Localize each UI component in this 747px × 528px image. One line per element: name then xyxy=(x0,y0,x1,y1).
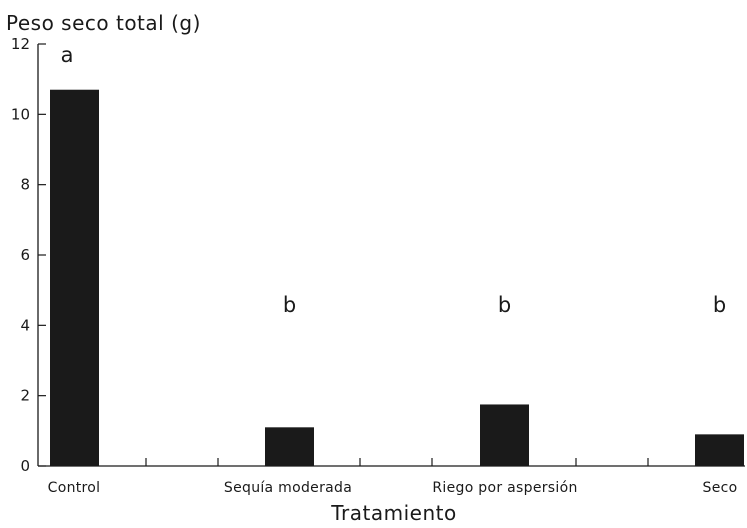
bar-3 xyxy=(695,434,744,466)
significance-letter: b xyxy=(498,293,511,317)
y-tick-label: 0 xyxy=(20,457,30,475)
category-label: Seco xyxy=(703,480,738,496)
y-tick-label: 12 xyxy=(11,35,30,53)
bar-2 xyxy=(480,404,529,466)
x-ticks xyxy=(145,458,649,466)
bars xyxy=(50,89,744,466)
x-axis-title: Tratamiento xyxy=(330,501,456,525)
category-label: Riego por aspersión xyxy=(432,480,577,496)
significance-letters: a b b b xyxy=(61,43,727,317)
y-ticks: 0 2 4 6 8 10 12 xyxy=(11,35,46,475)
y-tick-label: 4 xyxy=(20,316,30,334)
bar-0 xyxy=(50,89,99,466)
category-label: Control xyxy=(48,480,101,496)
significance-letter: a xyxy=(61,43,74,67)
significance-letter: b xyxy=(283,293,296,317)
y-tick-label: 6 xyxy=(20,246,30,264)
y-tick-label: 10 xyxy=(11,105,30,123)
significance-letter: b xyxy=(713,293,726,317)
bar-1 xyxy=(265,427,314,466)
category-label: Sequía moderada xyxy=(224,480,352,496)
y-axis-title: Peso seco total (g) xyxy=(6,11,201,35)
y-tick-label: 2 xyxy=(20,387,30,405)
category-labels: Control Sequía moderada Riego por aspersió… xyxy=(48,480,738,496)
y-tick-label: 8 xyxy=(20,176,30,194)
